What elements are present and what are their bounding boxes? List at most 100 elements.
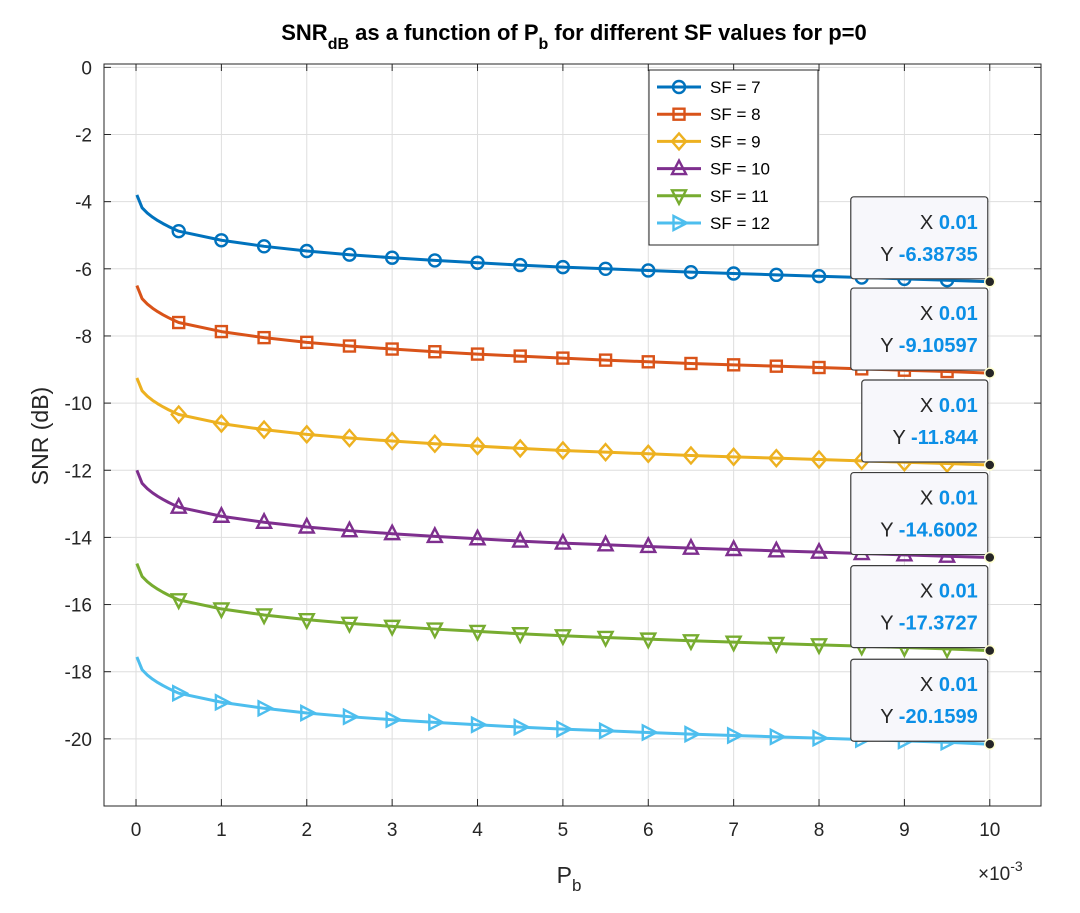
legend-entry: SF = 8 (657, 105, 761, 124)
legend-marker (670, 157, 688, 176)
datatip-x: X 0.01 (920, 581, 978, 603)
series-point (511, 438, 529, 459)
legend-marker (670, 189, 688, 207)
datatip-x: X 0.01 (920, 303, 978, 325)
datatip[interactable]: X 0.01 Y -9.10597 (850, 287, 996, 379)
series-point (681, 537, 700, 555)
legend-marker (672, 107, 686, 121)
x-tick-label: 5 (558, 820, 569, 841)
series-point (257, 330, 271, 345)
datatip-box (861, 379, 989, 463)
datatip-marker (984, 738, 996, 750)
series-6 (135, 656, 990, 752)
series-point (724, 538, 743, 557)
series-point (684, 725, 702, 744)
series-point (212, 413, 230, 434)
series-point (639, 632, 658, 650)
series-point (426, 433, 444, 454)
y-tick-label: 0 (81, 58, 92, 79)
legend-label: SF = 10 (710, 160, 770, 179)
series-point (810, 541, 828, 559)
legend-marker (670, 131, 688, 152)
series-point (169, 593, 188, 611)
datatip[interactable]: X 0.01 Y -14.6002 (850, 471, 996, 564)
series-point (470, 347, 485, 361)
datatip[interactable]: X 0.01 Y -6.38735 (850, 196, 996, 288)
series-line (135, 377, 990, 467)
series-point (298, 424, 316, 445)
series-2 (135, 285, 990, 379)
series-point (255, 511, 274, 529)
series-point (428, 713, 446, 732)
series-point (256, 239, 272, 254)
x-tick-label: 3 (387, 820, 398, 841)
legend-label: SF = 7 (710, 78, 761, 97)
series-point (300, 704, 318, 722)
series-point (810, 449, 828, 470)
datatip-y: Y -17.3727 (880, 613, 978, 635)
datatip-box (850, 658, 989, 742)
series-point (170, 404, 188, 425)
series-point (513, 257, 528, 273)
chart-title: SNRdB as a function of Pb for different … (281, 20, 866, 53)
y-tick-label: -14 (65, 528, 93, 549)
datatip-y: Y -14.6002 (880, 520, 978, 542)
series-point (641, 355, 655, 369)
datatip[interactable]: X 0.01 Y -11.844 (861, 379, 996, 471)
series-point (726, 358, 741, 372)
datatip-box (850, 196, 989, 280)
series-point (383, 431, 401, 451)
series-point (767, 540, 786, 558)
legend-label: SF = 9 (710, 132, 761, 151)
series-point (300, 335, 314, 350)
datatip-y: Y -11.844 (892, 427, 978, 449)
x-tick-label: 2 (301, 820, 312, 841)
datatip-marker (984, 644, 996, 657)
series-point (342, 339, 357, 353)
legend-entry: SF = 9 (657, 131, 761, 152)
series-point (427, 253, 443, 268)
series-point (596, 630, 615, 649)
y-tick-label: -4 (75, 193, 92, 214)
series-point (767, 636, 786, 655)
series-point (769, 267, 784, 283)
series-point (598, 721, 617, 740)
series-point (212, 602, 231, 620)
series-point (555, 259, 571, 275)
datatip-marker (984, 459, 996, 471)
legend-label: SF = 12 (710, 214, 770, 233)
series-point (340, 428, 359, 448)
datatip[interactable]: X 0.01 Y -17.3727 (850, 565, 996, 657)
datatip-marker (984, 367, 996, 379)
series-point (342, 247, 357, 262)
series-point (554, 440, 572, 461)
datatip-y: Y -9.10597 (880, 335, 978, 357)
series-line (135, 194, 990, 284)
series-point (726, 726, 745, 745)
datatip-x: X 0.01 (920, 488, 978, 510)
x-tick-label: 9 (899, 820, 910, 841)
series-point (724, 635, 743, 653)
series-line (135, 285, 990, 375)
series-point (812, 360, 826, 375)
series-point (214, 233, 229, 248)
series-point (513, 718, 531, 737)
datatips: X 0.01 Y -6.38735 X 0.01 Y -9.10597 X 0.01 Y … (850, 196, 996, 750)
series-point (342, 707, 361, 726)
plot-area (103, 63, 1042, 807)
series-line (135, 656, 990, 746)
x-tick-label: 0 (131, 820, 142, 841)
series-point (255, 608, 274, 626)
series-point (257, 699, 275, 718)
series-point (340, 616, 359, 634)
datatip[interactable]: X 0.01 Y -20.1599 (850, 658, 996, 750)
x-tick-label: 8 (814, 820, 825, 841)
y-tick-label: -20 (65, 730, 92, 751)
series-point (598, 261, 613, 277)
series-point (214, 324, 229, 339)
series-point (556, 720, 574, 739)
series-point (596, 534, 615, 552)
series-point (641, 723, 659, 742)
series-point (384, 250, 400, 265)
legend-box (648, 69, 819, 246)
